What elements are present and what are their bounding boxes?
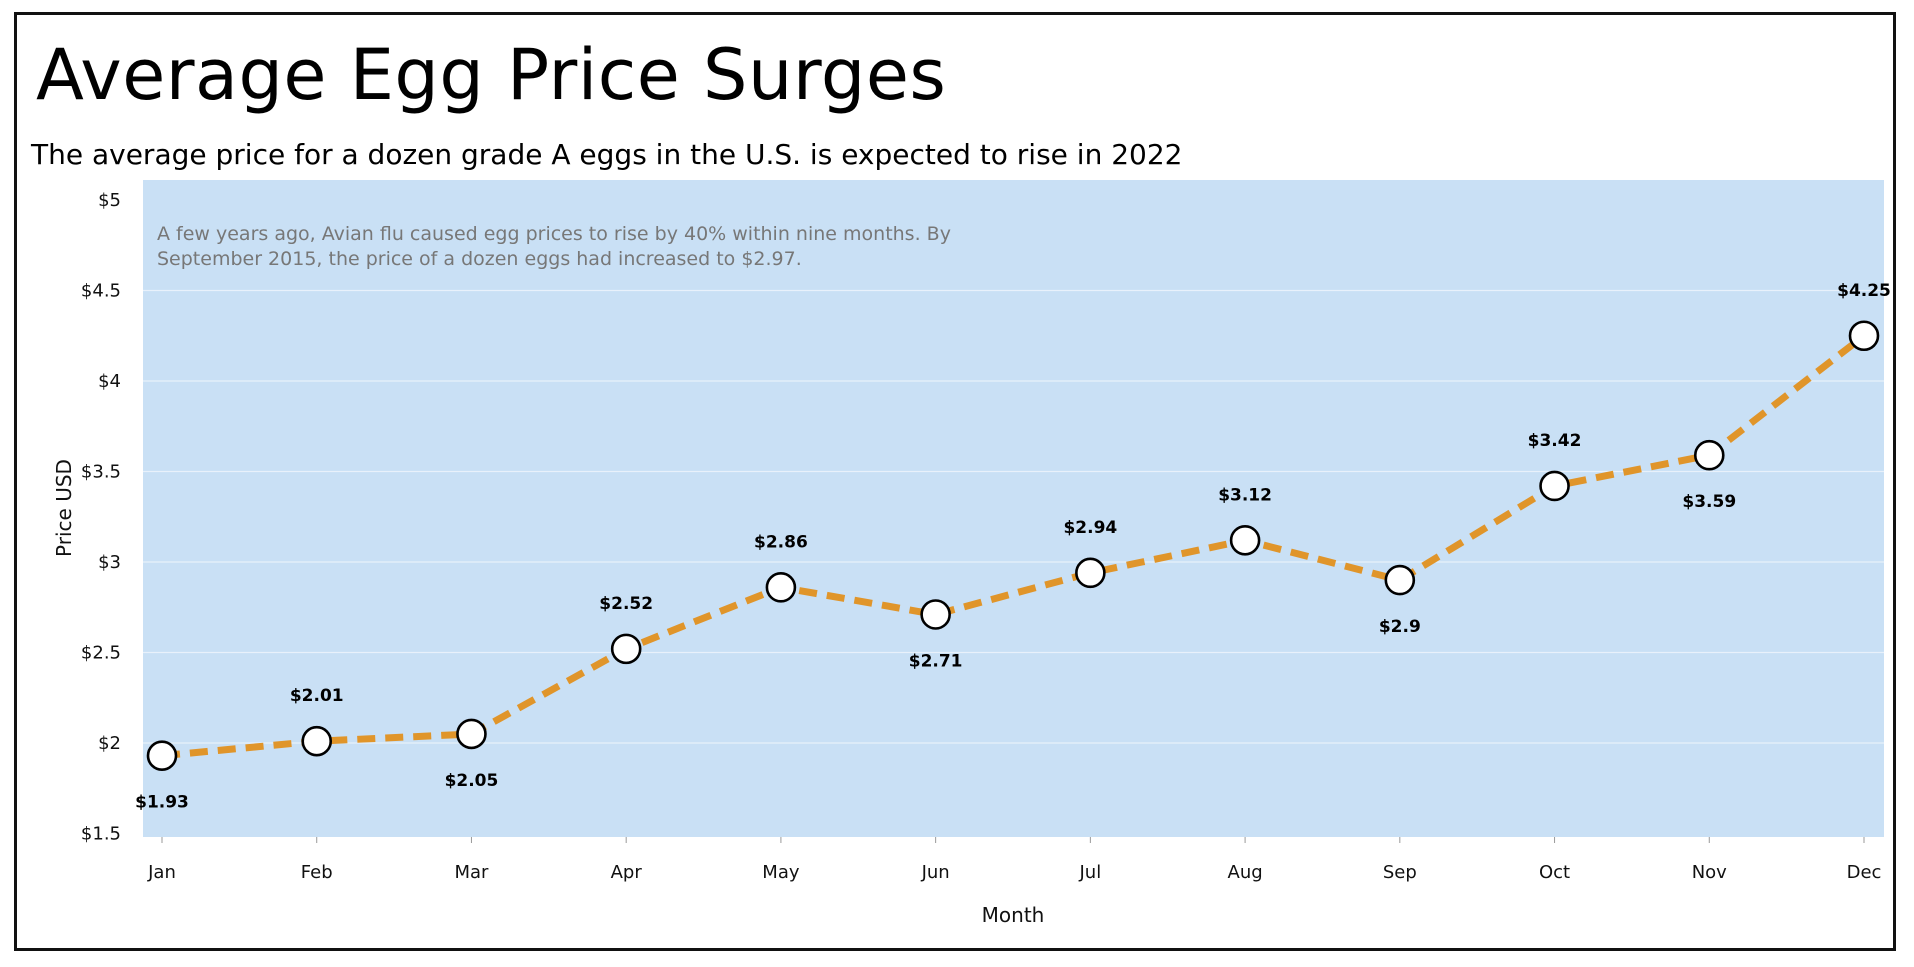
x-tick-label: Nov <box>1692 862 1727 883</box>
y-tick-label: $4 <box>98 371 121 392</box>
x-tick-label: Dec <box>1847 862 1882 883</box>
data-label: $2.01 <box>290 686 344 706</box>
x-tick-label: Apr <box>611 862 643 883</box>
data-label: $3.59 <box>1682 492 1736 512</box>
data-label: $2.71 <box>909 651 963 671</box>
y-tick-label: $2.5 <box>81 643 121 664</box>
data-point-marker <box>1848 320 1880 352</box>
data-label: $2.86 <box>754 532 808 552</box>
data-point-marker <box>1229 524 1261 556</box>
data-label: $1.93 <box>135 793 189 813</box>
data-point-marker <box>301 725 333 757</box>
price-series-line <box>161 333 1867 760</box>
gridlines <box>143 289 1884 744</box>
annotation-line-2: September 2015, the price of a dozen egg… <box>157 248 802 270</box>
chart-frame <box>14 12 1896 951</box>
x-tick-label: Sep <box>1383 862 1417 883</box>
plot-area <box>143 180 1884 837</box>
x-tick-label: Mar <box>454 862 489 883</box>
data-markers <box>146 320 1880 771</box>
y-tick-label: $2 <box>98 733 121 754</box>
data-label: $4.25 <box>1837 281 1891 301</box>
data-point-marker <box>1075 557 1106 589</box>
data-point-marker <box>1539 470 1570 502</box>
y-tick-label: $1.5 <box>81 824 121 845</box>
chart-subtitle: The average price for a dozen grade A eg… <box>31 138 1183 171</box>
data-point-marker <box>765 572 797 603</box>
x-axis-ticks: Jan Feb Mar Apr May Jun Jul Aug Sep Oct Nov Dec <box>147 837 1881 883</box>
y-tick-label: $3 <box>98 552 121 573</box>
data-point-marker <box>146 740 178 771</box>
data-point-marker <box>1693 439 1725 471</box>
y-tick-label: $4.5 <box>81 281 121 302</box>
annotation-line-1: A few years ago, Avian flu caused egg pr… <box>157 223 951 245</box>
data-point-marker <box>456 718 487 750</box>
data-label: $2.94 <box>1063 518 1117 538</box>
data-labels: $1.93 $2.01 $2.05 $2.52 $2.86 $2.71 $2.94 $3.12… <box>135 281 1891 813</box>
data-label: $3.42 <box>1528 431 1582 451</box>
x-tick-label: Jul <box>1079 862 1102 883</box>
y-tick-label: $5 <box>98 190 121 211</box>
y-axis-ticks: $1.5 $2 $2.5 $3 $3.5 $4 $4.5 $5 <box>81 190 121 845</box>
x-tick-label: Jan <box>147 862 176 883</box>
x-tick-label: Feb <box>301 862 333 883</box>
y-tick-label: $3.5 <box>81 462 121 483</box>
data-label: $2.9 <box>1379 617 1421 637</box>
x-tick-label: May <box>762 862 800 883</box>
x-tick-label: Oct <box>1539 862 1570 883</box>
data-label: $2.52 <box>599 594 653 614</box>
data-point-marker <box>920 599 951 630</box>
x-axis-label: Month <box>982 903 1045 927</box>
x-tick-label: Jun <box>921 862 950 883</box>
data-point-marker <box>1384 564 1416 596</box>
data-point-marker <box>610 633 642 665</box>
data-label: $3.12 <box>1218 485 1272 505</box>
chart-title: Average Egg Price Surges <box>36 34 947 116</box>
x-tick-label: Aug <box>1228 862 1263 883</box>
y-axis-label: Price USD <box>52 459 76 557</box>
data-label: $2.05 <box>445 771 499 791</box>
